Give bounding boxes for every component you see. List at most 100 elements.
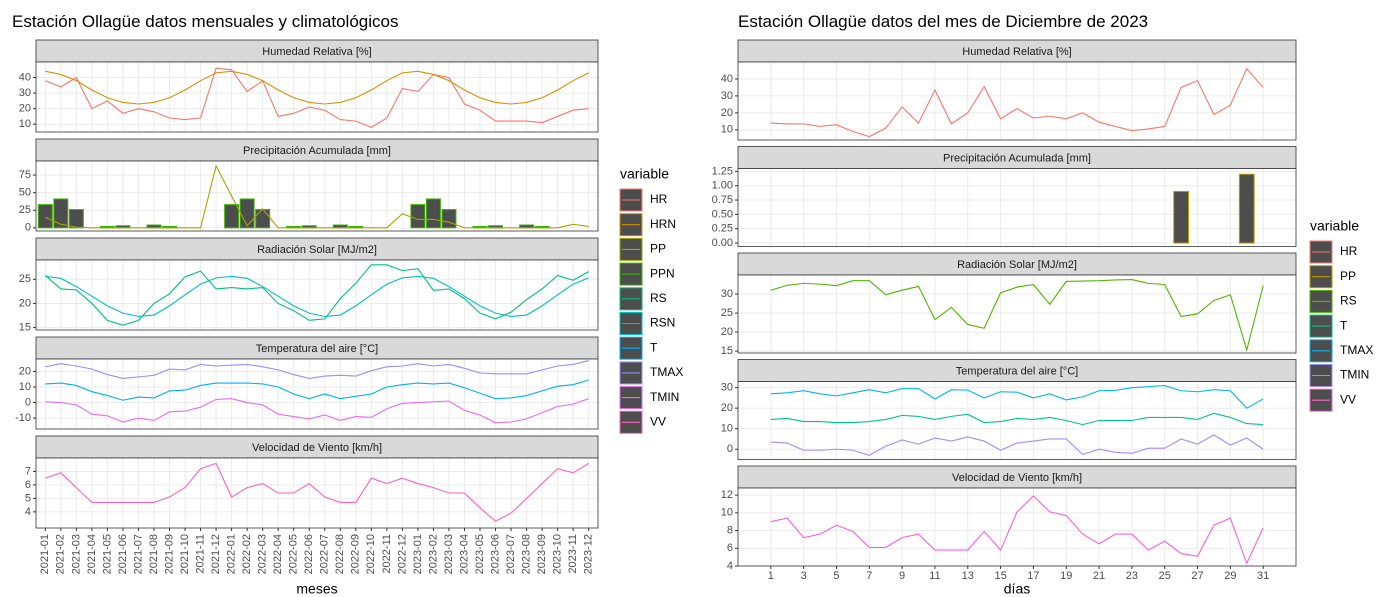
legend-label: TMAX — [1340, 343, 1373, 357]
line-series — [45, 275, 589, 318]
x-tick-label: 29 — [1224, 570, 1236, 582]
bar — [53, 198, 69, 229]
x-tick-label: 2023-03 — [443, 534, 455, 574]
y-tick-label: 15 — [721, 345, 733, 357]
x-tick-label: 5 — [833, 570, 839, 582]
y-tick-label: 30 — [721, 90, 733, 102]
legend-label: T — [650, 340, 658, 354]
x-tick-label: 27 — [1191, 570, 1203, 582]
panel — [36, 161, 598, 231]
legend-label: TMIN — [650, 390, 679, 404]
bar — [441, 209, 457, 229]
strip-label: Radiación Solar [MJ/m2] — [257, 244, 377, 256]
line-series — [45, 379, 589, 401]
legend-label: HR — [1340, 244, 1358, 258]
panel-border — [737, 381, 1297, 460]
x-axis-title: meses — [296, 581, 337, 597]
x-tick-label: 2023-11 — [567, 534, 579, 574]
y-tick-label: 50 — [19, 187, 31, 199]
x-tick-label: 19 — [1060, 570, 1072, 582]
legend-label: RSN — [650, 316, 675, 330]
x-tick-label: 2023-01 — [412, 534, 424, 574]
x-tick-label: 2022-05 — [288, 534, 300, 574]
x-tick-label: 23 — [1126, 570, 1138, 582]
bar — [410, 204, 426, 229]
x-tick-label: 15 — [994, 570, 1006, 582]
strip-label: Velocidad de Viento [km/h] — [952, 472, 1082, 484]
legend-label: T — [1340, 318, 1348, 332]
legend-label: RS — [1340, 294, 1357, 308]
x-tick-label: 25 — [1159, 570, 1171, 582]
y-tick-label: 20 — [19, 297, 31, 309]
strip-label: Humedad Relativa [%] — [262, 46, 371, 58]
y-tick-label: 5 — [25, 492, 31, 504]
panel-border — [737, 168, 1297, 247]
x-tick-label: 1 — [768, 570, 774, 582]
strip-label: Velocidad de Viento [km/h] — [252, 442, 382, 454]
x-tick-label: 3 — [801, 570, 807, 582]
legend-label: PP — [650, 242, 666, 256]
x-tick-label: 2021-01 — [39, 534, 51, 574]
chart-title: Estación Ollagüe datos del mes de Diciem… — [738, 12, 1148, 31]
bar — [239, 198, 255, 229]
y-tick-label: -10 — [15, 412, 31, 424]
legend-label: RS — [650, 291, 667, 305]
x-tick-label: 2021-06 — [117, 534, 129, 574]
y-tick-label: 10 — [721, 423, 733, 435]
y-tick-label: 20 — [721, 107, 733, 119]
x-tick-label: 2023-08 — [520, 534, 532, 574]
y-tick-label: 0 — [727, 443, 733, 455]
y-tick-label: 0 — [25, 222, 31, 234]
x-tick-label: 2022-07 — [319, 534, 331, 574]
y-tick-label: 25 — [721, 307, 733, 319]
x-tick-label: 11 — [929, 570, 940, 582]
x-tick-label: 2022-06 — [303, 534, 315, 574]
panel — [738, 168, 1296, 247]
x-tick-label: 2023-04 — [458, 534, 470, 574]
y-tick-label: 25 — [19, 204, 31, 216]
legend-title: variable — [620, 166, 669, 182]
x-tick-label: 2023-09 — [536, 534, 548, 574]
panel — [36, 260, 598, 330]
x-tick-label: 2021-05 — [101, 534, 113, 574]
legend-label: PPN — [650, 266, 675, 280]
panel — [36, 458, 598, 528]
y-tick-label: 20 — [721, 326, 733, 338]
y-tick-label: 10 — [721, 124, 733, 136]
x-tick-label: 2021-02 — [55, 534, 67, 574]
x-tick-label: 2022-03 — [257, 534, 269, 574]
panel-border — [35, 259, 599, 331]
y-tick-label: 1.00 — [712, 180, 733, 192]
line-series — [45, 360, 589, 380]
y-tick-label: 0.25 — [712, 223, 733, 235]
legend-label: VV — [1340, 392, 1356, 406]
line-series — [770, 495, 1264, 565]
legend-label: PP — [1340, 269, 1356, 283]
x-tick-label: 2022-04 — [272, 534, 284, 574]
strip-label: Temperatura del aire [°C] — [956, 365, 1078, 377]
y-tick-label: 6 — [25, 479, 31, 491]
bar — [1173, 190, 1190, 244]
panel — [738, 275, 1296, 353]
line-series — [45, 67, 589, 128]
x-tick-label: 2022-01 — [226, 534, 238, 574]
line-series — [770, 67, 1264, 138]
x-tick-label: 2023-10 — [552, 534, 564, 574]
panel-border — [35, 457, 599, 529]
panel — [738, 62, 1296, 140]
strip-label: Precipitación Acumulada [mm] — [243, 145, 391, 157]
x-tick-label: 2021-04 — [86, 534, 98, 574]
y-tick-label: 8 — [727, 524, 733, 536]
y-tick-label: 10 — [19, 381, 31, 393]
line-series — [770, 279, 1264, 353]
x-tick-label: 2023-02 — [427, 534, 439, 574]
x-tick-label: 2021-07 — [132, 534, 144, 574]
x-tick-label: 7 — [866, 570, 872, 582]
legend-label: VV — [650, 414, 666, 428]
y-tick-label: 30 — [19, 87, 31, 99]
y-tick-label: 20 — [19, 365, 31, 377]
legend-label: TMAX — [650, 365, 683, 379]
panel-border — [737, 487, 1297, 567]
x-tick-label: 2021-03 — [70, 534, 82, 574]
